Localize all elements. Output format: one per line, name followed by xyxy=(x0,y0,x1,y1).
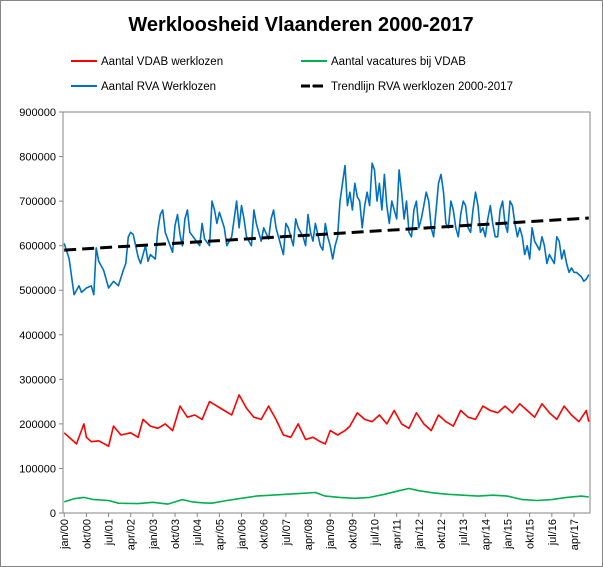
y-tick-label: 400000 xyxy=(19,330,56,342)
x-tick-label: apr/17 xyxy=(569,519,581,550)
x-tick-label: jul/10 xyxy=(370,519,382,546)
x-tick-label: apr/05 xyxy=(214,519,226,550)
x-axis: jan/00 okt/00 jul/01 apr/02 jan/03 okt/03 jul/… xyxy=(59,513,581,550)
x-tick-label: apr/11 xyxy=(392,519,404,549)
legend-entry-4: Trendlijn RVA werklozen 2000-2017 xyxy=(301,81,513,93)
y-tick-label: 500000 xyxy=(19,285,56,297)
legend: Aantal VDAB werklozen Aantal vacatures bi… xyxy=(71,56,513,93)
x-tick-label: jan/03 xyxy=(148,519,160,550)
chart-title: Werkloosheid Vlaanderen 2000-2017 xyxy=(128,14,473,36)
x-tick-label: okt/12 xyxy=(436,519,448,549)
x-tick-label: jul/13 xyxy=(458,519,470,546)
series-line-4 xyxy=(64,216,589,252)
y-tick-label: 900000 xyxy=(19,107,56,119)
x-tick-label: okt/09 xyxy=(347,519,359,549)
x-tick-label: jul/01 xyxy=(104,519,116,546)
y-tick-label: 200000 xyxy=(19,419,56,431)
x-tick-label: jul/16 xyxy=(547,519,559,546)
legend-entry-1: Aantal VDAB werklozen xyxy=(71,56,223,68)
x-tick-label: jul/04 xyxy=(192,519,204,546)
x-tick-label: jan/12 xyxy=(414,519,426,550)
legend-label: Aantal RVA Werklozen xyxy=(101,81,216,93)
x-tick-label: okt/15 xyxy=(525,519,537,549)
x-tick-label: apr/14 xyxy=(480,519,492,550)
series-line-1 xyxy=(63,394,590,448)
y-axis: 0 100000 200000 300000 400000 500000 600000 700… xyxy=(19,107,63,520)
x-tick-label: okt/00 xyxy=(81,519,93,549)
x-tick-label: jan/06 xyxy=(237,519,249,550)
legend-entry-2: Aantal vacatures bij VDAB xyxy=(301,56,466,68)
x-tick-label: jan/15 xyxy=(503,519,515,550)
series-layer xyxy=(63,162,590,505)
legend-label: Aantal VDAB werklozen xyxy=(101,56,223,68)
legend-marker xyxy=(312,84,316,88)
y-tick-label: 600000 xyxy=(19,241,56,253)
y-tick-label: 300000 xyxy=(19,374,56,386)
legend-entry-3: Aantal RVA Werklozen xyxy=(71,81,216,93)
x-tick-label: jan/00 xyxy=(59,519,71,550)
y-tick-label: 0 xyxy=(50,508,56,520)
x-tick-label: jul/07 xyxy=(281,519,293,546)
x-tick-label: apr/02 xyxy=(126,519,138,550)
y-tick-label: 700000 xyxy=(19,196,56,208)
x-tick-label: jan/09 xyxy=(325,519,337,550)
y-tick-label: 100000 xyxy=(19,463,56,475)
series-line-3 xyxy=(63,162,590,296)
series-line-2 xyxy=(63,487,589,505)
y-tick-label: 800000 xyxy=(19,152,56,164)
x-tick-label: okt/06 xyxy=(259,519,271,549)
x-tick-label: okt/03 xyxy=(170,519,182,549)
legend-label: Trendlijn RVA werklozen 2000-2017 xyxy=(331,81,513,93)
legend-label: Aantal vacatures bij VDAB xyxy=(331,56,466,68)
plot-area xyxy=(62,111,591,514)
x-tick-label: apr/08 xyxy=(303,519,315,550)
